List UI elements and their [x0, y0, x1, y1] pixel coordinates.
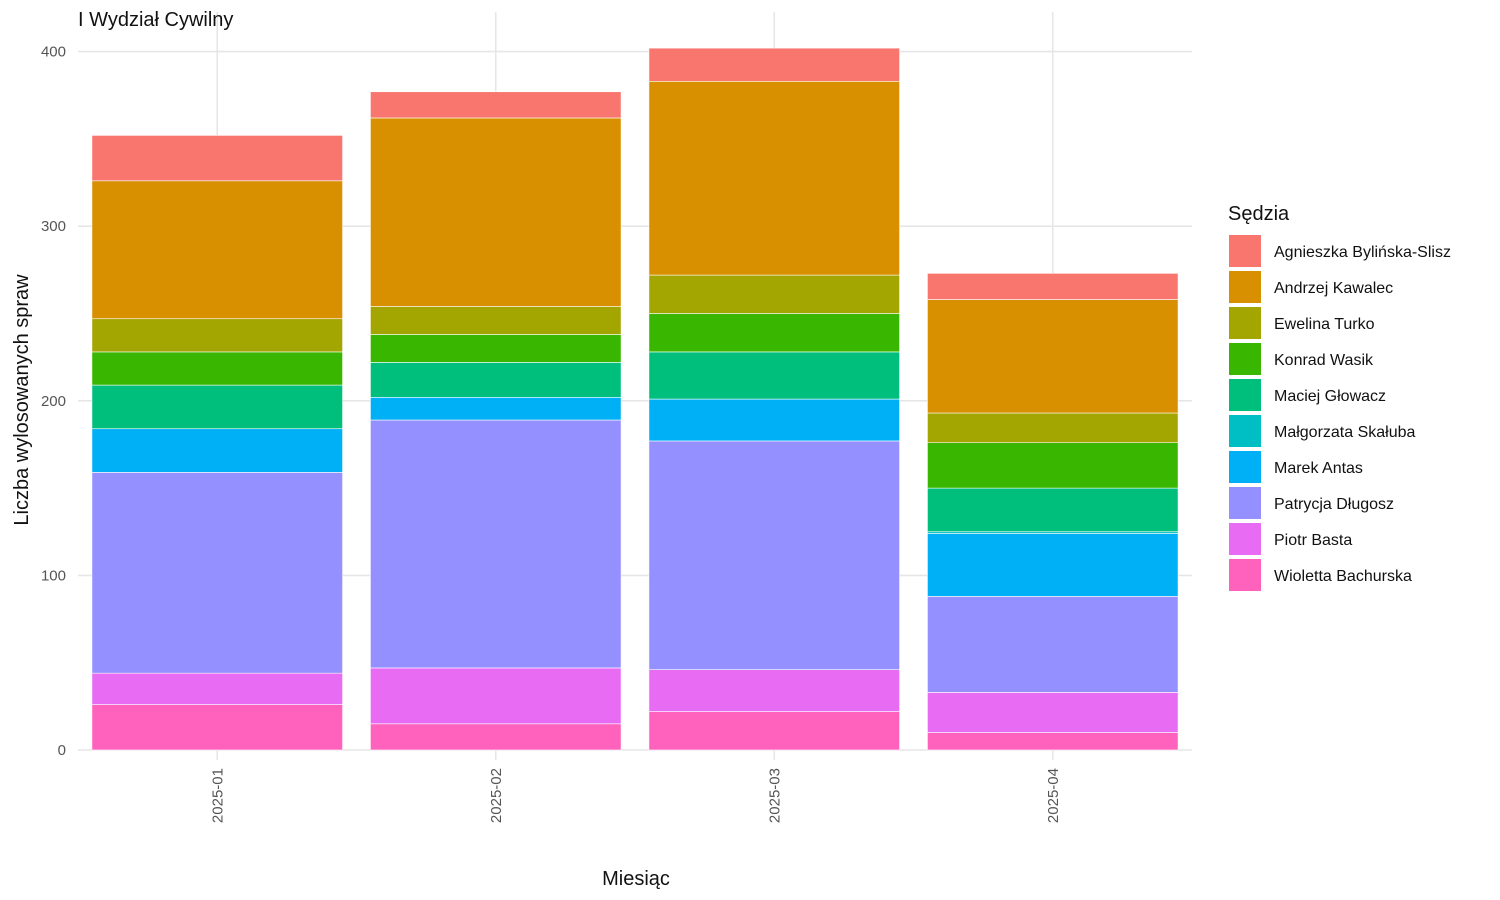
bar-segment: [648, 669, 900, 712]
legend-label: Agnieszka Bylińska-Slisz: [1274, 244, 1451, 261]
bar-segment: [927, 732, 1179, 751]
bar-segment: [370, 334, 622, 363]
legend-label: Piotr Basta: [1274, 532, 1352, 549]
y-axis-ticks: 0 100 200 300 400: [41, 44, 66, 759]
bar-segment: [927, 596, 1179, 693]
bar-segment: [648, 313, 900, 353]
bar-segment: [370, 117, 622, 307]
y-tick-label: 0: [58, 742, 66, 759]
bar-segment: [91, 180, 343, 320]
bar-segment: [370, 419, 622, 669]
legend-label: Patrycja Długosz: [1274, 496, 1394, 513]
legend-label: Marek Antas: [1274, 460, 1363, 477]
legend-label: Ewelina Turko: [1274, 316, 1375, 333]
legend-swatch: [1229, 235, 1261, 267]
bar-segment: [927, 487, 1179, 533]
legend-label: Małgorzata Skałuba: [1274, 424, 1416, 441]
bar-segment: [648, 440, 900, 670]
legend-items: Agnieszka Bylińska-Slisz Andrzej Kawalec E…: [1229, 235, 1451, 591]
legend-label: Konrad Wasik: [1274, 352, 1374, 369]
bar-segment: [648, 351, 900, 400]
bar-segment: [91, 428, 343, 473]
x-tick-label: 2025-02: [488, 768, 505, 823]
x-tick-label: 2025-03: [766, 768, 783, 823]
legend-label: Maciej Głowacz: [1274, 388, 1386, 405]
legend: Sędzia Agnieszka Bylińska-Slisz Andrzej K…: [1228, 203, 1451, 591]
legend-swatch: [1229, 523, 1261, 555]
bar-segment: [370, 91, 622, 119]
bar-segment: [648, 274, 900, 314]
legend-label: Wioletta Bachurska: [1274, 568, 1412, 585]
y-tick-label: 300: [41, 218, 66, 235]
bar-segment: [91, 672, 343, 705]
legend-swatch: [1229, 415, 1261, 447]
bar-segment: [91, 351, 343, 386]
legend-title: Sędzia: [1228, 203, 1290, 225]
y-tick-label: 400: [41, 44, 66, 61]
y-tick-label: 200: [41, 393, 66, 410]
y-axis-title: Liczba wylosowanych spraw: [11, 274, 33, 526]
bar-segment: [91, 384, 343, 430]
bar-segment: [927, 692, 1179, 733]
bar-segment: [648, 80, 900, 276]
legend-swatch: [1229, 379, 1261, 411]
x-axis-ticks: 2025-01 2025-02 2025-03 2025-04: [209, 768, 1062, 823]
bar-segment: [927, 442, 1179, 489]
bar-segment: [370, 397, 622, 421]
legend-swatch: [1229, 559, 1261, 591]
legend-swatch: [1229, 487, 1261, 519]
y-tick-label: 100: [41, 567, 66, 584]
bars: [91, 47, 1179, 751]
x-tick-label: 2025-01: [209, 768, 226, 823]
legend-swatch: [1229, 343, 1261, 375]
legend-label: Andrzej Kawalec: [1274, 280, 1393, 297]
x-axis-title: Miesiąc: [602, 868, 670, 890]
bar-segment: [927, 299, 1179, 414]
legend-swatch: [1229, 451, 1261, 483]
legend-swatch: [1229, 307, 1261, 339]
bar-segment: [370, 362, 622, 398]
bar-segment: [91, 318, 343, 353]
bar-segment: [927, 533, 1179, 597]
bar-segment: [370, 306, 622, 335]
legend-swatch: [1229, 271, 1261, 303]
bar-segment: [648, 711, 900, 751]
bar-segment: [648, 47, 900, 82]
bar-segment: [927, 412, 1179, 444]
bar-segment: [370, 667, 622, 725]
bar-segment: [91, 704, 343, 751]
x-tick-label: 2025-04: [1045, 768, 1062, 823]
bar-segment: [91, 472, 343, 674]
chart-title: I Wydział Cywilny: [78, 9, 233, 31]
bar-segment: [370, 723, 622, 751]
bar-segment: [927, 273, 1179, 300]
bar-segment: [648, 398, 900, 442]
bar-segment: [91, 135, 343, 182]
